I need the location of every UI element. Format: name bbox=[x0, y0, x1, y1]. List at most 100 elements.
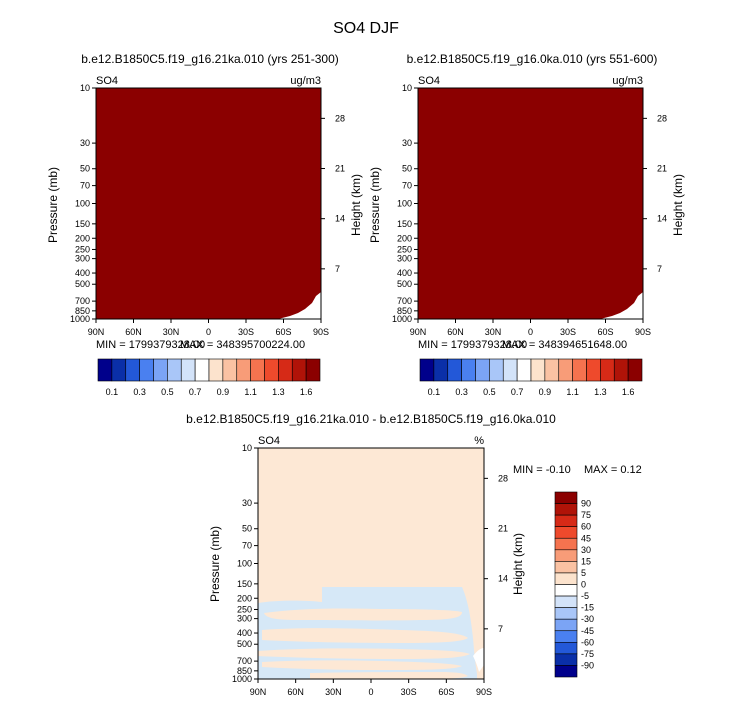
y-tick-label: 30 bbox=[80, 138, 90, 148]
panel-2-title: b.e12.B1850C5.f19_g16.0ka.010 (yrs 551-6… bbox=[407, 52, 658, 66]
x-tick-label: 0 bbox=[528, 327, 533, 337]
colorbar-swatch bbox=[180, 358, 196, 382]
y-tick-label: 1000 bbox=[232, 674, 252, 684]
colorbar-1: 0.1 0.3 0.5 0.7 0.9 1.1 1.3 1.6 bbox=[97, 358, 321, 397]
colorbar-swatch bbox=[600, 358, 615, 382]
colorbar-swatch bbox=[544, 358, 560, 382]
x-tick-label: 90N bbox=[250, 687, 267, 697]
colorbar-swatch bbox=[627, 358, 643, 382]
colorbar-swatch bbox=[572, 358, 587, 382]
colorbar-label: 0 bbox=[581, 580, 586, 590]
panel-2-min-label: MIN = 1799379328.00 bbox=[418, 339, 527, 351]
y-tick-label: 300 bbox=[75, 254, 90, 264]
colorbar-swatch bbox=[236, 358, 251, 382]
colorbar-swatch bbox=[264, 358, 279, 382]
colorbar-label: -30 bbox=[581, 614, 594, 624]
colorbar-label: 0.3 bbox=[455, 387, 468, 397]
x-tick-label: 60N bbox=[447, 327, 464, 337]
panel-1-max-label: MAX = 348395700224.00 bbox=[180, 339, 305, 351]
colorbar-swatch bbox=[125, 358, 140, 382]
colorbar-swatch bbox=[475, 358, 490, 382]
colorbar-swatch bbox=[433, 358, 449, 382]
panel-2-orography-mask bbox=[600, 292, 643, 319]
x-tick-label: 0 bbox=[368, 687, 373, 697]
y-tick-label: 70 bbox=[242, 541, 252, 551]
panel-1-min-label: MIN = 1799379328.00 bbox=[96, 339, 205, 351]
colorbar-label: 0.5 bbox=[161, 387, 174, 397]
y2-tick-label: 21 bbox=[335, 164, 345, 174]
panel-1-left-label: SO4 bbox=[96, 75, 118, 87]
colorbar-label: 1.6 bbox=[622, 387, 635, 397]
y-tick-label: 70 bbox=[402, 181, 412, 191]
colorbar-swatch bbox=[554, 642, 578, 655]
y2-tick-label: 7 bbox=[335, 264, 340, 274]
figure-title: SO4 DJF bbox=[333, 20, 399, 37]
y-tick-label: 30 bbox=[242, 498, 252, 508]
x-tick-label: 30S bbox=[560, 327, 576, 337]
colorbar-label: 75 bbox=[581, 510, 591, 520]
y-tick-label: 70 bbox=[80, 181, 90, 191]
y-tick-label: 850 bbox=[75, 306, 90, 316]
colorbar-swatch bbox=[208, 358, 224, 382]
panel-3-title: b.e12.B1850C5.f19_g16.21ka.010 - b.e12.B… bbox=[186, 412, 556, 426]
panel-3-positive-band-4 bbox=[262, 660, 462, 670]
colorbar-label: -15 bbox=[581, 603, 594, 613]
panel-2-left-label: SO4 bbox=[418, 75, 440, 87]
y-tick-label: 300 bbox=[237, 614, 252, 624]
colorbar-swatch bbox=[194, 358, 210, 382]
colorbar-swatch bbox=[489, 358, 504, 382]
colorbar-label: 1.3 bbox=[272, 387, 285, 397]
colorbar-swatch bbox=[554, 491, 578, 504]
colorbar-swatch bbox=[461, 358, 476, 382]
x-tick-label: 30S bbox=[238, 327, 254, 337]
x-tick-label: 60S bbox=[438, 687, 454, 697]
y-tick-label: 250 bbox=[397, 244, 412, 254]
colorbar-swatch bbox=[554, 572, 578, 585]
y-tick-label: 100 bbox=[237, 559, 252, 569]
y-tick-label: 150 bbox=[397, 219, 412, 229]
panel-3-plot bbox=[257, 447, 485, 680]
y2-tick-label: 28 bbox=[657, 113, 667, 123]
y-tick-label: 700 bbox=[237, 656, 252, 666]
panel-3-x-ticks: 90N 60N 30N 0 30S 60S 90S bbox=[250, 679, 492, 697]
y-tick-label: 100 bbox=[75, 199, 90, 209]
y2-tick-label: 7 bbox=[498, 624, 503, 634]
panel-3-units-label: % bbox=[474, 435, 484, 447]
colorbar-swatch bbox=[554, 526, 578, 539]
colorbar-swatch bbox=[291, 358, 307, 382]
y-tick-label: 200 bbox=[75, 233, 90, 243]
colorbar-label: 0.5 bbox=[483, 387, 496, 397]
panel-3-ylabel: Pressure (mb) bbox=[208, 526, 222, 602]
colorbar-swatch bbox=[502, 358, 518, 382]
panel-2-y2label: Height (km) bbox=[671, 174, 685, 236]
y2-tick-label: 14 bbox=[657, 214, 667, 224]
y-tick-label: 850 bbox=[237, 666, 252, 676]
y-tick-label: 30 bbox=[402, 138, 412, 148]
panel-3-positive-band-1 bbox=[264, 608, 462, 621]
colorbar-label: 15 bbox=[581, 556, 591, 566]
y-tick-label: 50 bbox=[402, 164, 412, 174]
colorbar-swatch bbox=[278, 358, 293, 382]
y-tick-label: 400 bbox=[75, 268, 90, 278]
colorbar-swatch bbox=[554, 537, 578, 551]
panel-2-max-label: MAX = 348394651648.00 bbox=[502, 339, 627, 351]
y2-tick-label: 21 bbox=[657, 164, 667, 174]
panel-1-x-ticks: 90N 60N 30N 0 30S 60S 90S bbox=[88, 319, 329, 337]
panel-3-positive-band-3 bbox=[258, 648, 470, 659]
colorbar-swatch bbox=[554, 607, 578, 620]
x-tick-label: 90N bbox=[410, 327, 427, 337]
y-tick-label: 200 bbox=[237, 593, 252, 603]
y-tick-label: 50 bbox=[80, 164, 90, 174]
colorbar-label: 1.1 bbox=[244, 387, 257, 397]
y-tick-label: 400 bbox=[397, 268, 412, 278]
y2-tick-label: 7 bbox=[657, 264, 662, 274]
panel-3-y2-ticks: 28 21 14 7 bbox=[484, 473, 508, 634]
panel-2-ylabel: Pressure (mb) bbox=[368, 167, 382, 243]
colorbar-swatch bbox=[586, 358, 601, 382]
colorbar-swatch bbox=[554, 514, 578, 527]
colorbar-swatch bbox=[554, 549, 578, 562]
panel-2-plot bbox=[417, 87, 644, 320]
colorbar-swatch bbox=[554, 561, 578, 574]
